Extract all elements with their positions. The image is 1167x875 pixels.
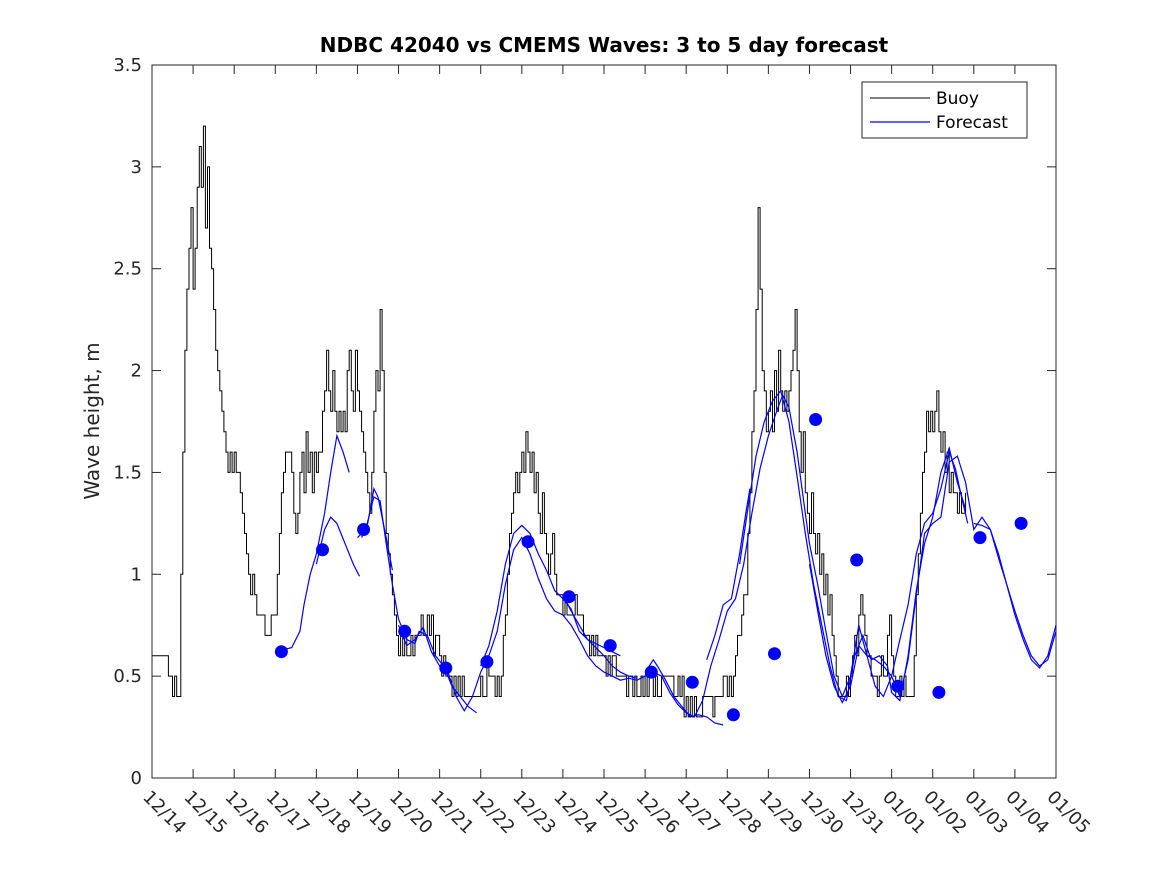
- forecast-marker: [1014, 516, 1028, 530]
- forecast-line: [808, 455, 1057, 704]
- forecast-marker: [562, 590, 576, 604]
- forecast-line: [739, 389, 967, 702]
- forecast-marker: [809, 413, 823, 426]
- forecast-line: [275, 433, 350, 653]
- forecast-marker: [521, 535, 535, 549]
- y-tick-label: 2.5: [113, 259, 142, 280]
- forecast-line: [357, 495, 477, 714]
- forecast-marker: [603, 639, 617, 653]
- forecast-line: [480, 524, 638, 679]
- forecast-marker: [726, 708, 740, 722]
- chart-title: NDBC 42040 vs CMEMS Waves: 3 to 5 day fo…: [320, 33, 889, 57]
- plot-area: [151, 64, 1057, 779]
- y-tick-label: 2: [131, 361, 142, 382]
- y-tick-label: 3.5: [113, 55, 142, 76]
- forecast-marker: [644, 665, 658, 679]
- forecast-line: [644, 393, 969, 718]
- y-axis-label: Wave height, m: [80, 342, 104, 499]
- forecast-marker: [973, 531, 987, 545]
- forecast-marker: [316, 543, 329, 557]
- forecast-line: [315, 516, 361, 577]
- forecast-marker: [274, 645, 288, 659]
- forecast-marker: [439, 661, 453, 675]
- forecast-marker: [768, 647, 781, 661]
- buoy-line: [152, 125, 967, 718]
- forecast-line: [397, 536, 724, 726]
- forecast-line: [973, 522, 1057, 669]
- forecast-marker: [357, 523, 371, 536]
- forecast-line: [706, 488, 751, 660]
- y-tick-label: 1.5: [113, 462, 142, 483]
- y-axis: 0 0.5 1 1.5 2 2.5 3 3.5: [113, 55, 1056, 789]
- series-layer: [152, 125, 1057, 726]
- y-tick-label: 0.5: [113, 666, 142, 687]
- forecast-marker: [398, 624, 412, 638]
- forecast-marker: [891, 679, 905, 693]
- y-tick-label: 1: [131, 564, 142, 585]
- forecast-marker: [480, 655, 494, 669]
- forecast-marker: [685, 675, 699, 689]
- legend-label-forecast: Forecast: [936, 113, 1008, 133]
- legend-label-buoy: Buoy: [936, 89, 979, 109]
- y-tick-label: 3: [131, 157, 142, 178]
- legend: Buoy Forecast: [861, 81, 1028, 139]
- y-tick-label: 0: [131, 768, 142, 789]
- legend-box: [861, 81, 1028, 139]
- forecast-marker: [932, 685, 946, 699]
- forecast-marker: [850, 553, 864, 567]
